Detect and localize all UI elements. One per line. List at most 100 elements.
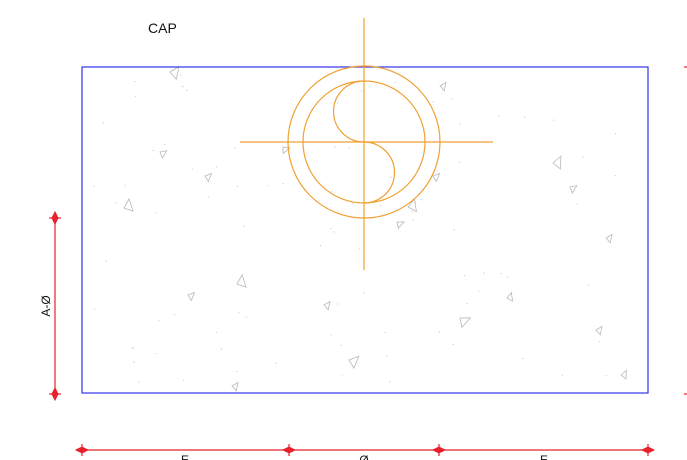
hatch-dot xyxy=(478,290,480,292)
hatch-dot xyxy=(498,115,500,117)
hatch-dot xyxy=(191,168,194,170)
hatch-dot xyxy=(182,86,184,88)
hatch-dot xyxy=(102,122,104,124)
hatch-dot xyxy=(599,341,601,343)
hatch-triangle xyxy=(432,172,441,183)
hatch-triangle xyxy=(282,146,291,155)
hatch-dot xyxy=(576,203,578,205)
hatch-dot xyxy=(93,185,95,188)
hatch-dot xyxy=(238,312,240,314)
dimension-tick-4 xyxy=(640,444,656,456)
hatch-dot xyxy=(330,228,332,230)
hatch-triangle xyxy=(123,197,134,212)
hatch-dot xyxy=(236,185,238,187)
hatch-triangle xyxy=(236,273,247,288)
hatch-dot xyxy=(236,370,238,373)
hatch-triangle xyxy=(506,291,514,302)
hatch-dot xyxy=(155,353,157,355)
hatch-dot xyxy=(506,276,508,278)
dimension-tick-bottom xyxy=(49,386,61,402)
hatch-dot xyxy=(245,316,247,318)
hatch-triangle xyxy=(605,233,613,244)
hatch-dot xyxy=(207,196,209,198)
hatch-dot xyxy=(135,95,137,97)
hatch-dot xyxy=(522,358,524,360)
hatch-dot xyxy=(463,274,466,277)
hatch-dot xyxy=(361,90,363,92)
hatch-dot xyxy=(331,191,333,193)
hatch-dot xyxy=(483,272,485,274)
hatch-dot xyxy=(348,147,350,149)
hatch-triangle xyxy=(187,291,196,302)
hatch-triangle xyxy=(439,81,447,92)
hatch-dot xyxy=(438,331,440,333)
hatch-dot xyxy=(132,346,134,348)
dimension-tick-top xyxy=(49,210,61,226)
hatch-dot xyxy=(390,176,392,178)
hatch-dot xyxy=(330,334,332,336)
hatch-dot xyxy=(412,219,414,221)
dimension-tick-1 xyxy=(74,444,90,456)
hatch-dot xyxy=(105,260,107,262)
concrete-hatch xyxy=(93,65,627,392)
dimension-tick-2 xyxy=(281,444,297,456)
hatch-dot xyxy=(158,320,160,322)
hatch-dot xyxy=(234,147,236,149)
hatch-dot xyxy=(421,198,423,201)
hatch-dot xyxy=(243,225,245,227)
outer-circle xyxy=(287,65,441,219)
hatch-dot xyxy=(466,302,468,305)
hatch-triangle xyxy=(159,150,168,159)
bottom-label-center: Ø xyxy=(359,453,368,460)
hatch-dot xyxy=(337,210,339,212)
hatch-dot xyxy=(384,331,386,334)
hatch-dot xyxy=(186,89,188,92)
hatch-dot xyxy=(134,80,136,83)
dimension-tick-3 xyxy=(431,444,447,456)
hatch-dot xyxy=(173,314,176,316)
hatch-dot xyxy=(215,331,217,334)
hatch-dot xyxy=(131,347,133,349)
hatch-dot xyxy=(183,379,185,382)
hatch-dot xyxy=(340,344,342,346)
hatch-triangle xyxy=(569,185,578,194)
height-dimension xyxy=(49,210,61,402)
hatch-dot xyxy=(605,375,608,377)
hatch-dot xyxy=(397,225,399,227)
hatch-dot xyxy=(216,166,218,168)
bottom-label-left: E xyxy=(181,453,189,460)
hatch-dot xyxy=(458,161,461,163)
hatch-dot xyxy=(333,231,335,233)
hatch-dot xyxy=(615,133,617,135)
hatch-dot xyxy=(582,156,584,158)
hatch-triangle xyxy=(620,369,627,380)
hatch-triangle xyxy=(323,300,331,311)
hatch-dot xyxy=(561,374,563,376)
hatch-dot xyxy=(267,185,269,187)
hatch-dot xyxy=(394,81,396,84)
hatch-dot xyxy=(386,355,388,357)
hatch-triangle xyxy=(204,172,213,183)
hatch-dot xyxy=(452,344,454,346)
hatch-dot xyxy=(413,201,415,203)
hatch-triangle xyxy=(396,221,405,230)
hatch-dot xyxy=(152,150,155,152)
hatch-dot xyxy=(115,202,117,204)
hatch-dot xyxy=(432,101,434,103)
hatch-dot xyxy=(352,202,354,205)
hatch-triangle xyxy=(348,355,360,370)
hatch-dot xyxy=(379,205,382,207)
hatch-dot xyxy=(124,184,126,186)
hatch-dot xyxy=(155,212,157,214)
hatch-triangle xyxy=(595,325,603,336)
hatch-dot xyxy=(282,182,284,185)
s-curve xyxy=(332,80,396,204)
hatch-dot xyxy=(363,292,365,294)
hatch-triangle xyxy=(231,381,239,392)
hatch-dot xyxy=(164,143,166,145)
cap-outline xyxy=(81,66,649,394)
hatch-dot xyxy=(341,374,343,376)
hatch-dot xyxy=(220,348,222,350)
hatch-dot xyxy=(459,123,461,125)
